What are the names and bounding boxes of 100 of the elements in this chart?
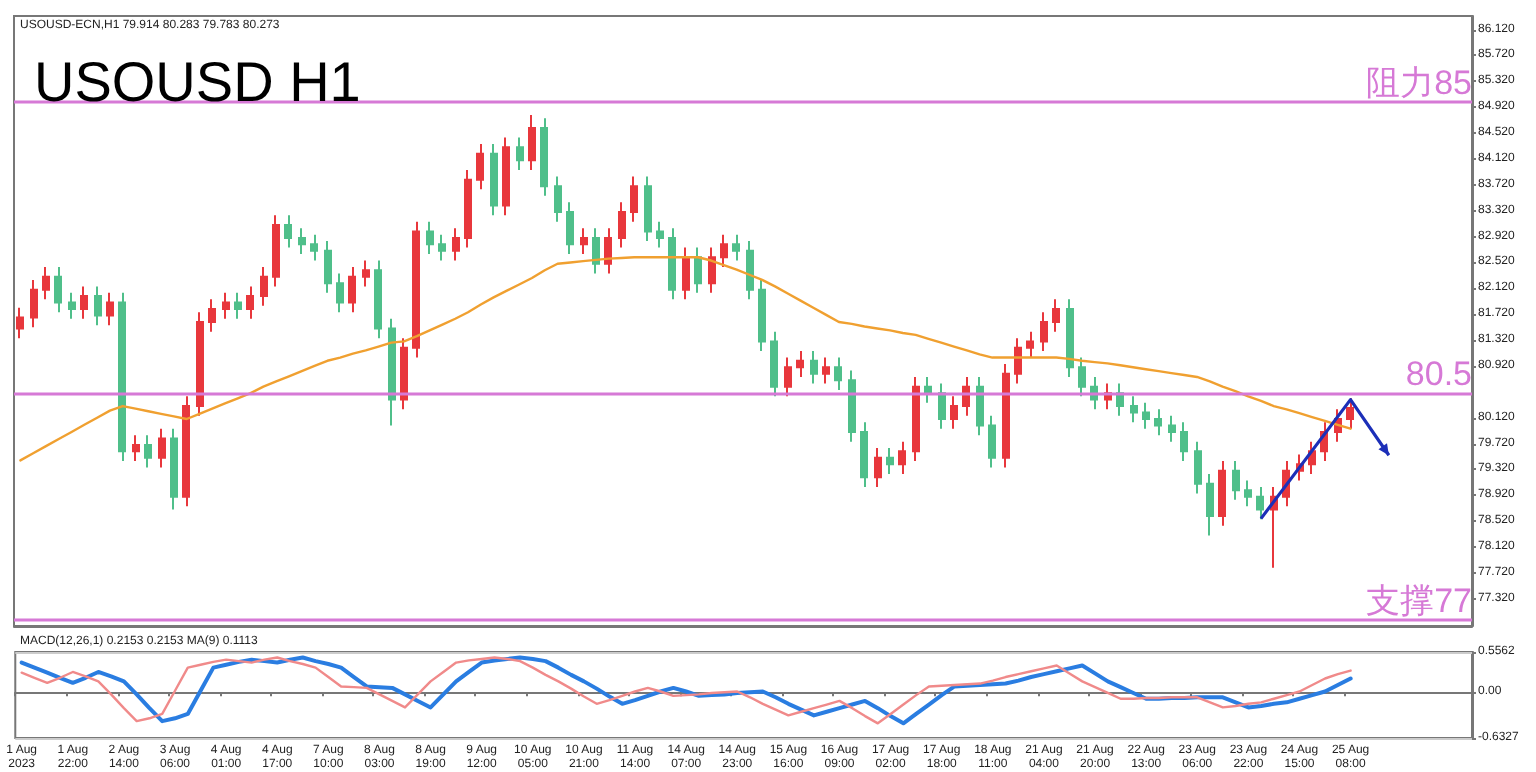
candlestick: [668, 227, 676, 301]
candlestick: [976, 375, 984, 437]
candlestick: [144, 434, 152, 469]
candlestick: [874, 447, 882, 488]
candlestick: [924, 375, 932, 404]
candlestick: [1066, 298, 1074, 378]
candlestick: [784, 356, 792, 398]
candlestick: [1142, 401, 1150, 430]
candlestick: [848, 369, 856, 443]
ref-line-label: 阻力85: [1366, 64, 1472, 103]
candlestick: [950, 395, 958, 430]
candlestick: [324, 240, 332, 294]
candlestick: [362, 259, 370, 288]
candlestick: [898, 440, 906, 475]
candlestick: [80, 285, 88, 320]
candlestick: [566, 201, 574, 256]
candlestick: [170, 427, 178, 511]
candlestick: [516, 136, 524, 171]
candlestick: [822, 356, 830, 385]
candlestick: [284, 214, 292, 249]
candlestick: [770, 330, 778, 398]
candlestick: [222, 291, 230, 320]
candlestick: [16, 306, 24, 340]
candlestick: [758, 278, 766, 353]
candlestick: [554, 175, 562, 223]
candlestick: [476, 143, 484, 191]
candlestick: [912, 375, 920, 463]
candlestick: [860, 421, 868, 488]
candlestick: [1232, 460, 1240, 501]
candlestick: [732, 233, 740, 262]
candlestick: [938, 382, 946, 430]
candlestick: [272, 214, 280, 288]
candlestick: [94, 285, 102, 327]
candlestick: [208, 298, 216, 333]
candlestick: [1026, 330, 1034, 359]
candlestick: [400, 337, 408, 411]
candlestick: [68, 291, 76, 320]
candlestick: [1078, 356, 1086, 398]
candlestick: [988, 414, 996, 469]
candlestick: [604, 227, 612, 275]
candlestick: [158, 427, 166, 469]
candlestick: [490, 143, 498, 217]
candlestick: [298, 227, 306, 256]
candlestick: [118, 291, 126, 463]
candlestick: [30, 278, 38, 329]
candlestick: [1130, 395, 1138, 424]
candlestick: [1180, 421, 1188, 463]
candlestick: [246, 285, 254, 320]
candlestick: [1346, 397, 1354, 430]
candlestick: [196, 311, 204, 417]
candlestick: [348, 265, 356, 314]
candlestick: [810, 350, 818, 385]
candlestick: [1194, 440, 1202, 495]
candlestick: [42, 265, 50, 301]
candlestick: [426, 220, 434, 256]
candlestick: [452, 227, 460, 262]
candlestick: [310, 233, 318, 262]
candlestick: [1256, 485, 1264, 521]
candlestick: [720, 233, 728, 268]
candlestick: [1244, 479, 1252, 508]
text: USOUSD H1: [34, 51, 361, 113]
candlestick: [260, 265, 268, 307]
candlestick: [618, 201, 626, 249]
candlestick: [132, 434, 140, 463]
candlestick: [1168, 414, 1176, 443]
candlestick: [234, 291, 242, 320]
candlestick: [886, 447, 894, 475]
ref-line-label: 支撑77: [1366, 581, 1472, 620]
candlestick: [1040, 311, 1048, 353]
candlestick: [1002, 363, 1010, 469]
candlestick: [644, 175, 652, 243]
candlestick: [540, 117, 548, 197]
candlestick: [1154, 408, 1162, 437]
line-series: [19, 256, 1352, 462]
candlestick: [834, 356, 842, 391]
candlestick: [1014, 337, 1022, 385]
candlestick: [182, 395, 190, 508]
candlestick: [694, 246, 702, 294]
candlestick: [374, 259, 382, 340]
ref-line-label: 80.5: [1405, 355, 1472, 394]
candlestick: [1206, 472, 1214, 537]
candlestick: [336, 272, 344, 314]
candlestick: [592, 227, 600, 275]
candlestick: [796, 350, 804, 378]
candlestick: [746, 240, 754, 301]
candlestick: [502, 136, 510, 217]
candlestick: [1052, 298, 1060, 333]
candlestick: [1218, 460, 1226, 527]
candlestick: [464, 168, 472, 249]
candlestick: [580, 227, 588, 256]
candlestick: [54, 265, 62, 314]
candlestick: [682, 246, 690, 301]
candlestick: [528, 113, 536, 171]
candlestick: [106, 291, 114, 327]
candlestick: [656, 220, 664, 249]
candlestick: [438, 233, 446, 262]
candlestick: [708, 246, 716, 294]
candlestick: [412, 220, 420, 359]
candlestick: [630, 175, 638, 223]
candlestick: [388, 317, 396, 427]
